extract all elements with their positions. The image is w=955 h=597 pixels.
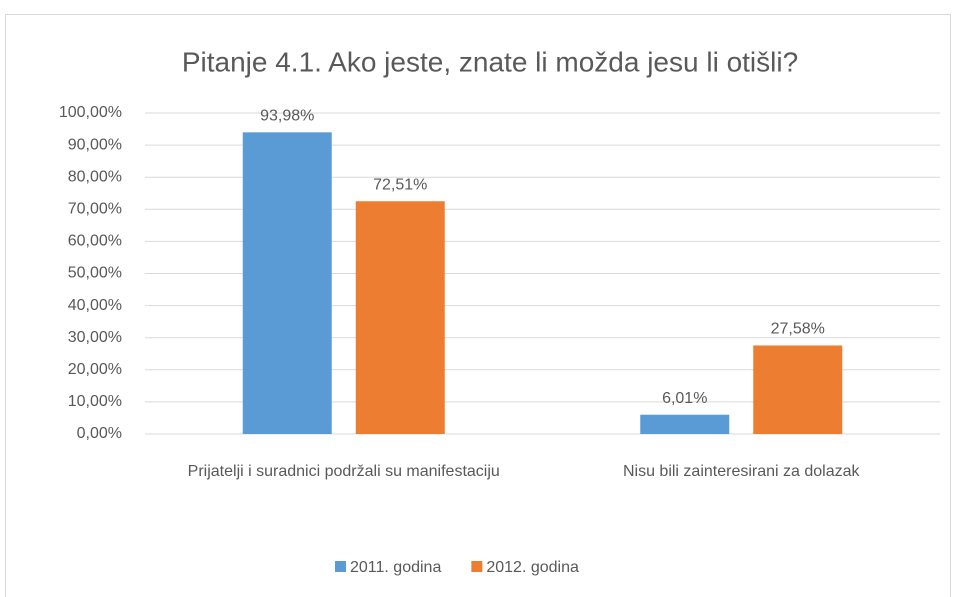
data-label: 27,58% [771,321,825,338]
data-label: 93,98% [260,108,314,125]
bar [640,414,730,434]
bar [242,132,332,434]
y-tick-label: 30,00% [68,329,122,346]
bar [753,345,843,434]
x-tick-label: Prijatelji i suradnici podržali su manif… [187,463,500,480]
y-tick-label: 20,00% [68,361,122,378]
chart-title: Pitanje 4.1. Ako jeste, znate li možda j… [182,46,798,77]
data-label: 72,51% [373,176,427,193]
legend-label: 2011. godina [350,559,441,576]
y-tick-label: 0,00% [77,425,122,442]
y-tick-label: 40,00% [68,297,122,314]
y-tick-label: 50,00% [68,265,122,282]
legend-swatch [335,561,346,572]
legend-label: 2012. godina [486,559,579,576]
bar [355,201,445,434]
data-label: 6,01% [662,390,707,407]
y-tick-label: 100,00% [59,104,122,121]
y-tick-label: 60,00% [68,233,122,250]
y-tick-label: 90,00% [68,136,122,153]
x-tick-label: Nisu bili zainteresirani za dolazak [622,463,860,480]
y-tick-label: 70,00% [68,201,122,218]
y-tick-label: 10,00% [68,393,122,410]
legend-swatch [471,561,483,572]
y-tick-label: 80,00% [68,168,122,185]
